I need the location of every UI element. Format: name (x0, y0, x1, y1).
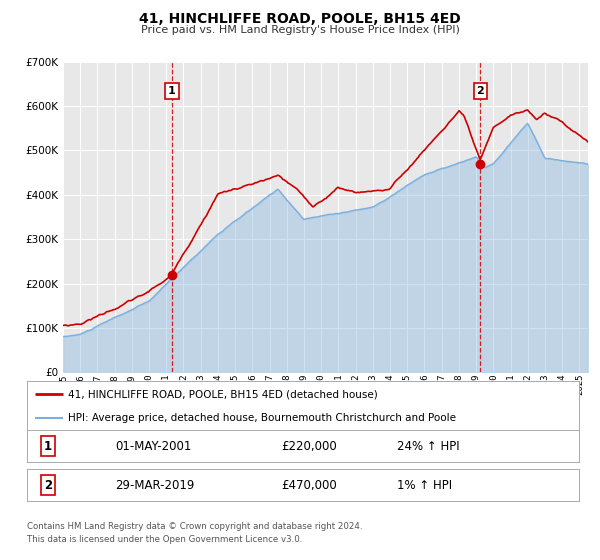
Text: 29-MAR-2019: 29-MAR-2019 (115, 479, 194, 492)
Text: Price paid vs. HM Land Registry's House Price Index (HPI): Price paid vs. HM Land Registry's House … (140, 25, 460, 35)
Text: 2: 2 (476, 86, 484, 96)
Text: 2: 2 (44, 479, 52, 492)
Text: £220,000: £220,000 (281, 440, 337, 452)
Text: This data is licensed under the Open Government Licence v3.0.: This data is licensed under the Open Gov… (27, 535, 302, 544)
Text: 41, HINCHLIFFE ROAD, POOLE, BH15 4ED (detached house): 41, HINCHLIFFE ROAD, POOLE, BH15 4ED (de… (68, 389, 378, 399)
Text: 24% ↑ HPI: 24% ↑ HPI (397, 440, 460, 452)
Text: 41, HINCHLIFFE ROAD, POOLE, BH15 4ED: 41, HINCHLIFFE ROAD, POOLE, BH15 4ED (139, 12, 461, 26)
Text: 1: 1 (168, 86, 176, 96)
Text: 01-MAY-2001: 01-MAY-2001 (115, 440, 191, 452)
Text: 1% ↑ HPI: 1% ↑ HPI (397, 479, 452, 492)
Text: HPI: Average price, detached house, Bournemouth Christchurch and Poole: HPI: Average price, detached house, Bour… (68, 413, 457, 423)
Text: Contains HM Land Registry data © Crown copyright and database right 2024.: Contains HM Land Registry data © Crown c… (27, 522, 362, 531)
Text: 1: 1 (44, 440, 52, 452)
Text: £470,000: £470,000 (281, 479, 337, 492)
